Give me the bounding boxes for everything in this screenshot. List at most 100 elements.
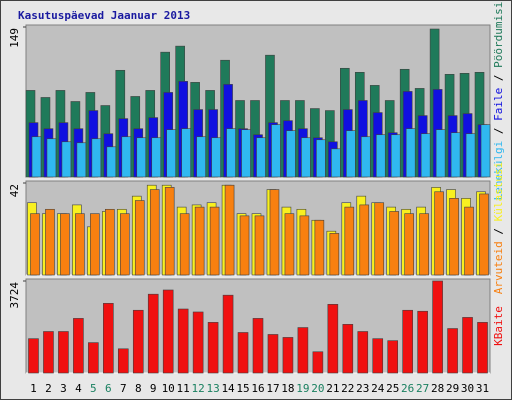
bar <box>435 129 446 178</box>
bar <box>196 136 206 178</box>
bar <box>254 215 265 276</box>
bar <box>91 138 102 178</box>
bar <box>389 211 400 276</box>
x-tick-label: 26 <box>401 382 414 395</box>
chart-title: Kasutuspäevad Jaanuar 2013 <box>18 9 190 22</box>
bar <box>390 134 401 178</box>
legend-separator: / <box>492 68 505 88</box>
x-tick-label: 10 <box>162 382 175 395</box>
bar <box>477 322 488 374</box>
bar <box>177 308 189 374</box>
bar <box>464 206 474 276</box>
x-tick-label: 4 <box>75 382 82 395</box>
bar <box>73 318 84 374</box>
bar <box>419 213 429 276</box>
bar <box>299 215 310 276</box>
x-tick-label: 20 <box>311 382 324 395</box>
bar <box>192 311 204 374</box>
y-tick-label: 3724 <box>8 282 21 309</box>
bar <box>61 141 72 178</box>
bar <box>105 208 115 276</box>
bar <box>256 137 266 178</box>
bar <box>252 318 264 374</box>
bar <box>301 137 311 178</box>
x-tick-label: 29 <box>446 382 459 395</box>
bar <box>103 303 114 374</box>
bar <box>209 206 220 276</box>
x-tick-label: 3 <box>60 382 67 395</box>
bar <box>284 213 295 276</box>
bar <box>269 189 280 276</box>
bar <box>147 293 159 374</box>
bar <box>43 331 54 374</box>
bar <box>342 324 354 374</box>
bar <box>121 136 132 178</box>
bar <box>402 309 413 374</box>
bar <box>194 206 205 276</box>
bar <box>331 148 341 178</box>
bar <box>241 129 251 178</box>
bar <box>90 213 100 276</box>
x-tick-label: 8 <box>135 382 142 395</box>
y-tick-label: 149 <box>8 28 21 48</box>
bar <box>162 289 174 374</box>
bar <box>404 213 414 276</box>
bar <box>226 128 236 178</box>
legend-entry: KBaite <box>492 306 505 346</box>
bar <box>462 317 473 374</box>
bar <box>282 337 294 374</box>
bar <box>181 128 191 178</box>
legend: KBaite <box>492 306 505 346</box>
legend-entry: Pöördumisi <box>492 2 505 68</box>
bar <box>271 124 281 178</box>
x-tick-label: 9 <box>150 382 157 395</box>
x-tick-label: 11 <box>177 382 190 395</box>
bar <box>239 215 250 276</box>
legend-separator: / <box>492 221 505 241</box>
bar <box>327 304 339 374</box>
x-tick-label: 24 <box>371 382 385 395</box>
x-tick-label: 30 <box>461 382 474 395</box>
bar <box>222 294 234 374</box>
legend-entry: Faile <box>492 88 505 121</box>
bar <box>60 213 70 276</box>
legend-entry: Arvuteid <box>492 241 505 294</box>
x-tick-label: 27 <box>416 382 429 395</box>
bar <box>449 198 459 276</box>
x-tick-label: 18 <box>281 382 294 395</box>
bar <box>372 338 384 374</box>
bar <box>211 137 221 178</box>
bar <box>344 206 355 276</box>
y-tick-label: 42 <box>8 184 21 197</box>
bar <box>117 348 129 374</box>
bar <box>316 139 326 178</box>
bar <box>58 331 69 374</box>
x-tick-label: 23 <box>356 382 369 395</box>
bar <box>329 233 340 276</box>
bar <box>387 340 399 374</box>
bar <box>417 310 428 374</box>
x-tick-label: 7 <box>120 382 127 395</box>
bar <box>420 133 431 178</box>
bar <box>151 137 162 178</box>
bar <box>360 136 371 178</box>
bar <box>447 328 458 374</box>
x-tick-label: 21 <box>326 382 339 395</box>
legend: Lehekülgi / Faile / Pöördumisi <box>492 2 505 201</box>
bar <box>106 146 117 178</box>
bar <box>432 280 443 374</box>
bar <box>28 338 39 374</box>
bar <box>267 334 279 374</box>
x-tick-label: 15 <box>236 382 249 395</box>
x-tick-label: 16 <box>251 382 264 395</box>
bar <box>450 132 461 178</box>
bar <box>357 331 369 374</box>
bar <box>434 191 444 276</box>
bar <box>375 134 386 178</box>
x-tick-label: 14 <box>221 382 235 395</box>
bar <box>179 213 190 276</box>
bar <box>359 204 370 276</box>
x-tick-label: 12 <box>192 382 205 395</box>
bar <box>30 213 40 276</box>
